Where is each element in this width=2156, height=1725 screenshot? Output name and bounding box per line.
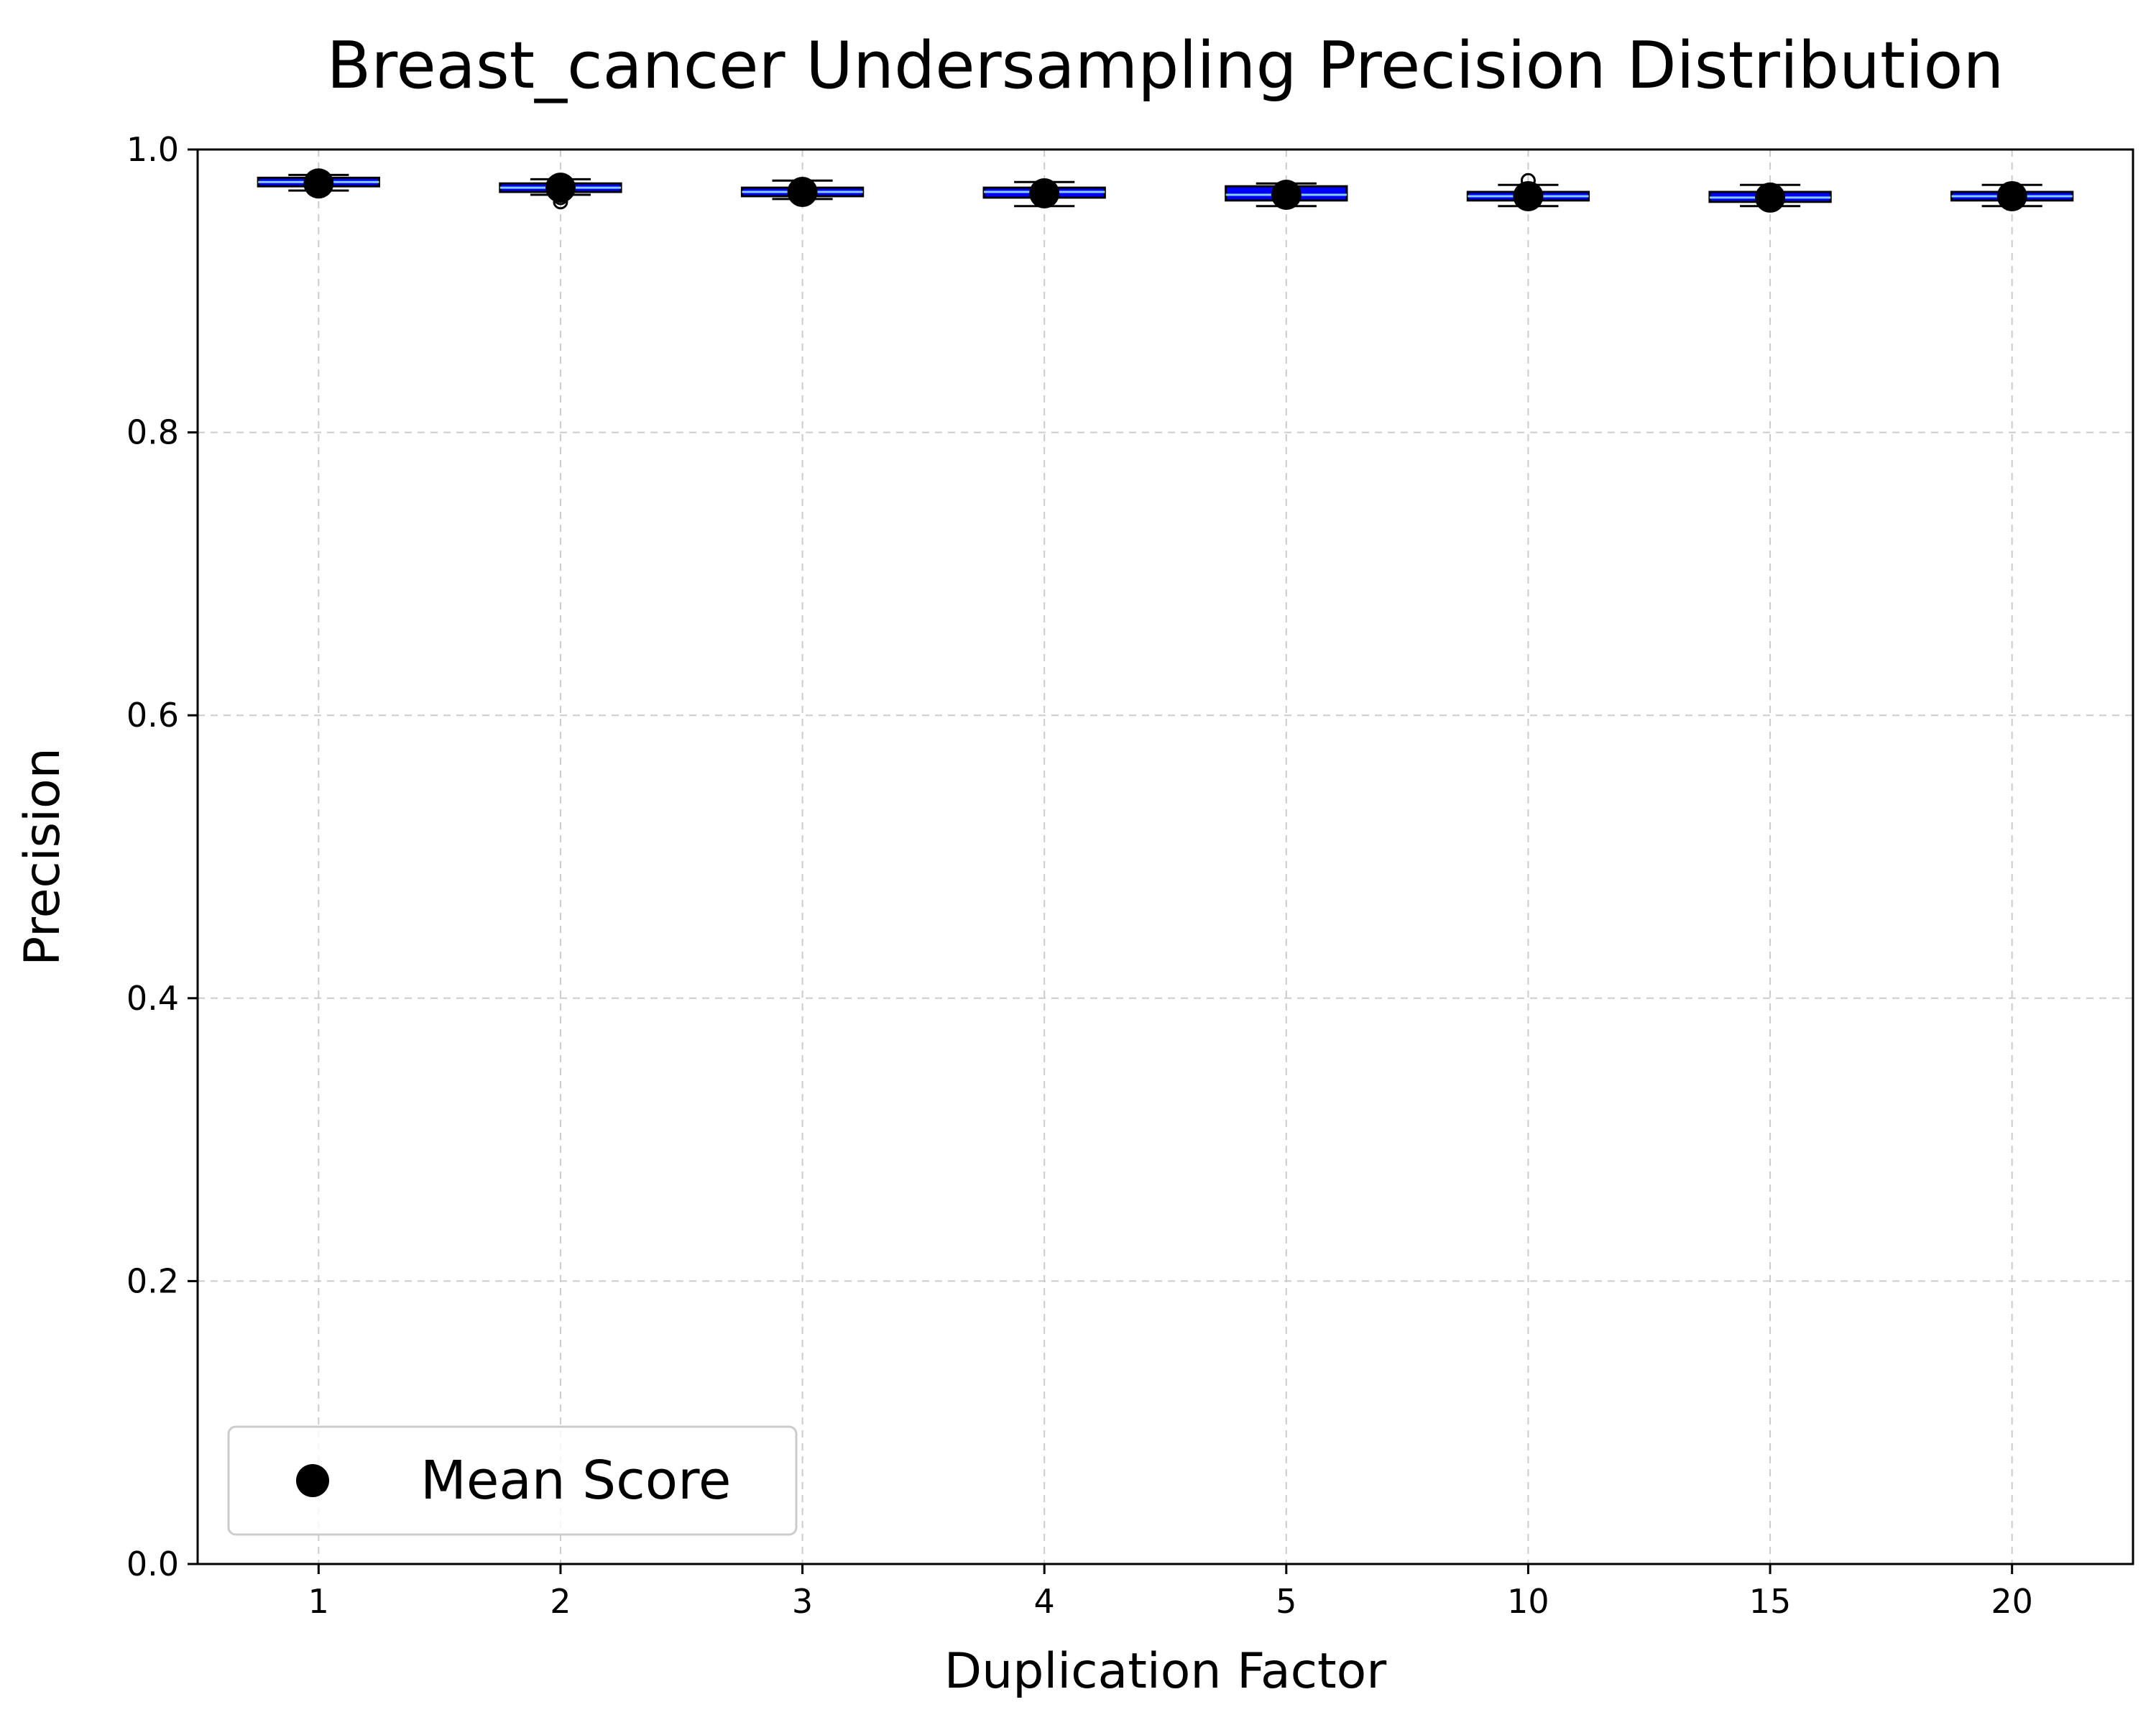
tick-layer: 0.0 0.2 0.4 0.6 0.8 1.0 1 2 3 4 5 10 15 20: [126, 130, 2033, 1621]
y-tick-label: 1.0: [126, 130, 179, 169]
plot-frame: [196, 148, 2134, 1565]
x-tick-label: 4: [1034, 1582, 1055, 1621]
box-group-2: [499, 172, 622, 210]
y-tick-label: 0.6: [126, 696, 179, 735]
mean-point: [545, 172, 576, 203]
chart-title: Breast_cancer Undersampling Precision Di…: [327, 28, 2004, 104]
box-group-5: [1225, 179, 1348, 210]
box-group-3: [740, 177, 865, 208]
x-tick-label: 1: [308, 1582, 329, 1621]
box-group-15: [1708, 182, 1832, 213]
x-tick-label: 10: [1507, 1582, 1549, 1621]
grid-layer: [198, 149, 2133, 1565]
mean-point: [787, 177, 818, 208]
mean-point: [1513, 180, 1544, 211]
box-group-10: [1466, 172, 1590, 211]
x-tick-label: 5: [1276, 1582, 1296, 1621]
box-group-4: [982, 178, 1106, 209]
box-group-1: [257, 168, 380, 199]
mean-point: [1271, 179, 1302, 210]
mean-point: [303, 168, 334, 199]
box-layer: [257, 168, 2074, 213]
x-tick-label: 2: [550, 1582, 571, 1621]
legend-mean-marker: [296, 1464, 329, 1497]
x-tick-label: 3: [792, 1582, 813, 1621]
y-tick-label: 0.2: [126, 1261, 179, 1300]
y-axis-title: Precision: [14, 748, 71, 965]
x-tick-label: 20: [1991, 1582, 2033, 1621]
legend-label-mean-score: Mean Score: [420, 1450, 731, 1512]
box-group-20: [1950, 180, 2074, 211]
x-axis-title: Duplication Factor: [944, 1643, 1387, 1700]
x-tick-label: 15: [1749, 1582, 1792, 1621]
y-tick-label: 0.8: [126, 413, 179, 452]
mean-point: [1996, 180, 2027, 211]
legend-box: [227, 1425, 798, 1536]
y-tick-label: 0.0: [126, 1545, 179, 1583]
y-tick-label: 0.4: [126, 979, 179, 1018]
mean-point: [1029, 178, 1060, 209]
mean-point: [1755, 182, 1786, 213]
legend: Mean Score: [227, 1425, 798, 1536]
